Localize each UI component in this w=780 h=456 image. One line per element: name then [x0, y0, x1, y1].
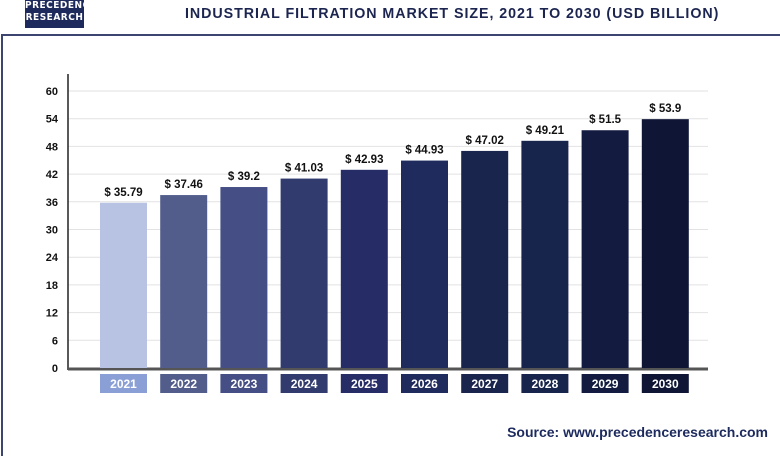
- x-tick-box: [160, 374, 208, 393]
- x-tick-box: [100, 374, 147, 393]
- x-tick-label: 2025: [351, 377, 378, 391]
- data-label: $ 39.2: [228, 171, 260, 183]
- chart-frame: [1, 34, 780, 456]
- bar: [461, 150, 509, 368]
- bar: [641, 119, 689, 368]
- data-label: $ 35.79: [104, 187, 142, 199]
- x-tick-label: 2024: [291, 377, 318, 391]
- bar: [280, 178, 328, 368]
- source-text: Source: www.precedenceresearch.com: [507, 424, 768, 440]
- bar: [521, 140, 569, 368]
- x-tick-label: 2030: [652, 377, 679, 391]
- brand-logo: PRECEDENCE RESEARCH: [25, 0, 97, 28]
- bar: [581, 130, 629, 368]
- y-tick-label: 18: [46, 280, 58, 292]
- bar: [340, 169, 388, 368]
- x-tick-label: 2026: [411, 377, 438, 391]
- logo-line2: RESEARCH: [25, 12, 84, 23]
- bar-chart: 0 6 12 18 24 30 36 42 48 54 60 $ 35.79 2021 $ 37.46 20…: [46, 74, 708, 393]
- bar: [160, 195, 208, 368]
- y-tick-label: 30: [46, 225, 58, 237]
- x-tick-box: [280, 374, 328, 393]
- data-label: $ 37.46: [165, 179, 203, 191]
- x-tick-label: 2021: [110, 377, 137, 391]
- x-tick-label: 2029: [592, 377, 619, 391]
- x-tick-label: 2028: [532, 377, 559, 391]
- x-tick-box: [340, 374, 388, 393]
- data-label: $ 51.5: [589, 114, 622, 126]
- x-tick-box: [581, 374, 629, 393]
- bar: [100, 202, 147, 368]
- x-tick-box: [641, 374, 689, 393]
- x-tick-label: 2023: [231, 377, 258, 391]
- y-tick-label: 6: [52, 335, 58, 347]
- x-tick-label: 2022: [170, 377, 197, 391]
- data-label: $ 49.21: [526, 125, 565, 137]
- logo-line1: PRECEDENCE: [25, 0, 97, 11]
- y-tick-label: 60: [46, 86, 58, 98]
- data-label: $ 42.93: [345, 154, 383, 166]
- y-tick-label: 0: [52, 363, 58, 375]
- y-tick-label: 42: [46, 169, 58, 181]
- x-tick-box: [220, 374, 268, 393]
- chart-title: INDUSTRIAL FILTRATION MARKET SIZE, 2021 …: [185, 5, 720, 22]
- y-tick-label: 12: [46, 308, 58, 320]
- data-label: $ 41.03: [285, 163, 323, 175]
- data-label: $ 53.9: [649, 103, 681, 115]
- x-tick-box: [401, 374, 448, 393]
- x-tick-box: [521, 374, 569, 393]
- y-tick-label: 54: [46, 114, 59, 126]
- y-tick-label: 24: [46, 252, 59, 264]
- x-tick-box: [461, 374, 509, 393]
- bar: [401, 160, 448, 368]
- y-tick-label: 36: [46, 197, 58, 209]
- x-tick-label: 2027: [471, 377, 498, 391]
- data-label: $ 47.02: [466, 135, 504, 147]
- data-label: $ 44.93: [405, 145, 443, 157]
- bar: [220, 187, 268, 368]
- y-tick-label: 48: [46, 141, 58, 153]
